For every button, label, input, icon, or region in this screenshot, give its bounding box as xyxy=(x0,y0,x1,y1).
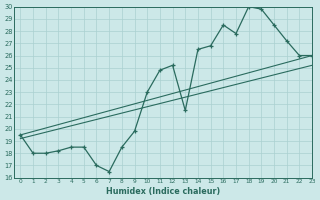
X-axis label: Humidex (Indice chaleur): Humidex (Indice chaleur) xyxy=(106,187,220,196)
